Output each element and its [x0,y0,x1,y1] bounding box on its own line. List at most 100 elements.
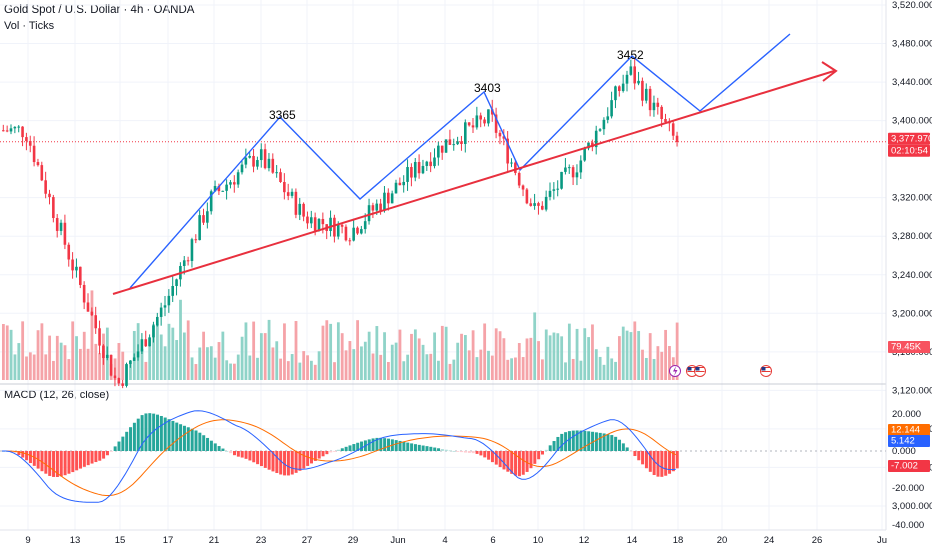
candle-body [514,162,517,173]
volume-bar [652,358,656,380]
macd-hist-bar [310,451,313,464]
volume-bar [71,321,75,380]
volume-bar [306,355,309,380]
macd-hist-bar [194,430,198,451]
candle-body [152,325,155,338]
candle-body [117,378,121,384]
hist-value-badge[interactable] [888,460,930,472]
countdown-badge[interactable] [888,144,930,157]
macd-hist-bar [86,451,90,466]
candle-body [433,157,436,167]
support-arrow-head[interactable] [821,61,838,82]
candle-body [560,171,563,189]
volume-bar [675,322,679,380]
trendlines[interactable] [112,33,838,295]
volume-bar [94,343,98,380]
time-label: 26 [812,535,823,546]
candle-body [198,215,201,241]
volume-bar [263,333,267,380]
macd-hist-bar [440,448,444,451]
macd-hist-bar [541,451,544,455]
macd-hist-bar [641,451,645,465]
candle-body [5,130,9,132]
candle-body [429,161,432,167]
candle-body [52,197,55,219]
candle-body [367,205,371,222]
candle-body [256,160,259,167]
candle-body [614,86,617,101]
candle-body [398,182,402,186]
candle-body [59,222,63,231]
candle-body [483,119,486,124]
peak-labels: 3365 3403 3452 [269,48,644,122]
signal-value-badge[interactable] [888,435,930,447]
current-price-badge[interactable] [888,132,930,145]
candle-body [321,218,325,225]
candle-body [556,188,559,190]
time-label: 15 [115,535,126,546]
candle-body [444,139,448,153]
candle-body [175,279,178,286]
volume-bar [294,321,298,380]
macd-hist-bar [156,414,159,451]
volume-bar [487,350,490,380]
volume-bar [271,347,275,380]
volume-bar [556,333,560,380]
volume-bar [286,361,290,380]
macd-hist-bar [236,451,240,457]
macd-hist-bar [336,449,340,451]
peak-label-3452: 3452 [617,48,644,62]
event-markers[interactable] [669,365,772,377]
volume-bar [529,337,533,380]
macd-hist-bar [198,432,202,451]
volume-bar [448,363,452,380]
us-flag-icon[interactable] [694,365,706,377]
macd-hist-bar [121,436,125,451]
time-label: 20 [717,535,728,546]
hist-value-badge-text: -7.002 [891,461,918,472]
candle-body [21,126,24,138]
macd-hist-bar [75,451,79,471]
volume-bar [387,361,390,380]
candle-body [460,141,463,144]
price-axis[interactable]: 3,520.000 3,480.000 3,440.000 3,400.000 3,32… [888,0,932,531]
macd-hist-bar [510,451,514,474]
flag-stripe [761,367,771,368]
volume-bar [233,363,236,380]
volume-badge[interactable] [888,341,930,353]
candle-body [132,357,136,361]
lightning-icon[interactable] [669,365,681,377]
macd-hist-bar [494,451,498,465]
macd-hist-bar [521,451,525,475]
volume-bar [425,354,429,380]
macd-hist-bar [109,451,113,452]
zigzag-trendline[interactable] [129,33,791,289]
candle-body [82,284,86,303]
macd-hist-bar [398,440,402,451]
macd-hist-bar [467,451,471,453]
candle-body [298,203,302,215]
candle-body [618,86,621,91]
macd-hist-bar [132,422,136,451]
candle-body [32,145,36,163]
volume-bar [267,319,271,380]
volume-bar [552,332,556,380]
macd-hist-bar [652,451,656,476]
volume-bar [383,332,386,380]
macd-pane [2,410,679,503]
macd-value-badge[interactable] [888,424,930,436]
candle-body [502,136,506,139]
volume-bar [194,364,198,380]
candle-body [310,217,313,224]
macd-hist-bar [102,451,106,459]
us-flag-icon[interactable] [760,365,772,377]
volume-bar [498,331,502,380]
volume-bar [367,331,371,380]
candle-body [236,172,240,185]
support-trendline[interactable] [112,70,835,295]
macd-hist-bar [206,437,210,451]
candle-body [541,205,544,210]
time-axis[interactable]: 9 13 15 17 21 23 27 29 Jun 4 6 10 12 14 18 20 24 26 Ju [25,535,887,546]
macd-hist-bar [379,437,383,451]
